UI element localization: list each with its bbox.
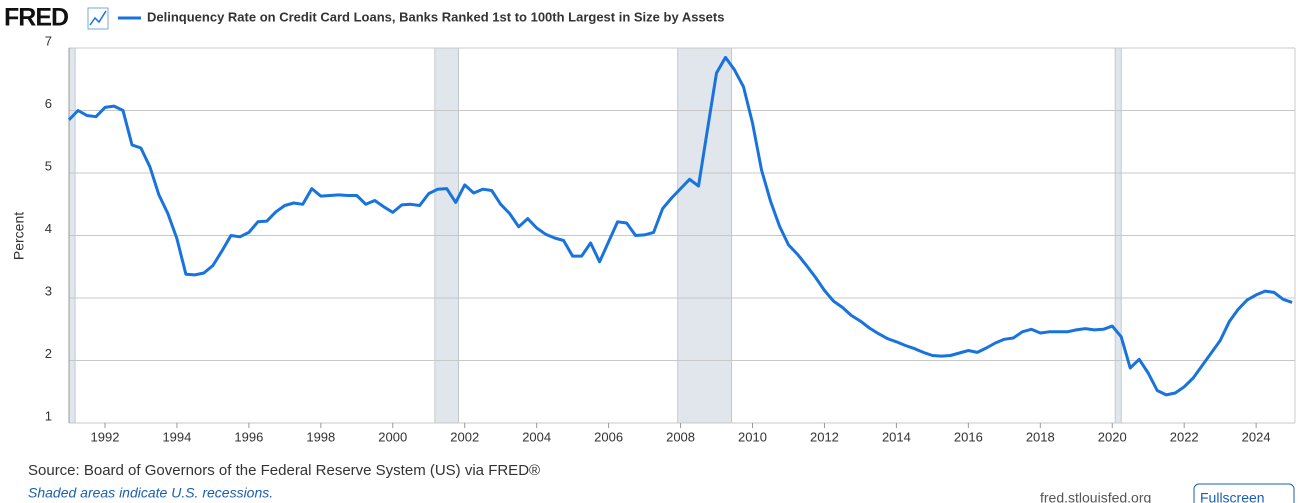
x-tick-label: 1996 bbox=[234, 429, 263, 444]
x-tick-label: 1998 bbox=[306, 429, 335, 444]
y-tick-label: 2 bbox=[45, 346, 52, 361]
chart-title: Delinquency Rate on Credit Card Loans, B… bbox=[147, 9, 724, 24]
x-tick-label: 1994 bbox=[162, 429, 191, 444]
fullscreen-label[interactable]: Fullscreen bbox=[1200, 490, 1265, 503]
y-axis-label: Percent bbox=[11, 212, 27, 260]
x-tick-label: 2004 bbox=[522, 429, 551, 444]
x-tick-label: 2024 bbox=[1242, 429, 1271, 444]
data-line bbox=[67, 55, 1293, 397]
x-tick-label: 2018 bbox=[1026, 429, 1055, 444]
y-tick-label: 7 bbox=[45, 33, 52, 48]
x-tick-label: 2002 bbox=[450, 429, 479, 444]
x-tick-label: 2016 bbox=[954, 429, 983, 444]
site: fred.stlouisfed.org bbox=[1040, 490, 1151, 503]
fullscreen-button[interactable] bbox=[1193, 483, 1295, 503]
x-tick-label: 2008 bbox=[666, 429, 695, 444]
y-tick-label: 1 bbox=[45, 408, 52, 423]
logo-icon bbox=[87, 7, 109, 30]
logo: FRED bbox=[4, 4, 68, 32]
y-tick-label: 6 bbox=[45, 96, 52, 111]
x-tick-label: 2014 bbox=[882, 429, 911, 444]
source: Source: Board of Governors of the Federa… bbox=[28, 462, 540, 479]
x-tick-label: 2010 bbox=[738, 429, 767, 444]
y-tick-label: 3 bbox=[45, 283, 52, 298]
x-tick-label: 1992 bbox=[91, 429, 120, 444]
x-tick-label: 2000 bbox=[378, 429, 407, 444]
x-tick-label: 2012 bbox=[810, 429, 839, 444]
y-tick-label: 4 bbox=[45, 221, 52, 236]
x-tick-label: 2020 bbox=[1098, 429, 1127, 444]
x-tick-label: 2006 bbox=[594, 429, 623, 444]
y-tick-label: 5 bbox=[45, 158, 52, 173]
x-tick-label: 2022 bbox=[1170, 429, 1199, 444]
recession-note: Shaded areas indicate U.S. recessions. bbox=[28, 485, 273, 501]
